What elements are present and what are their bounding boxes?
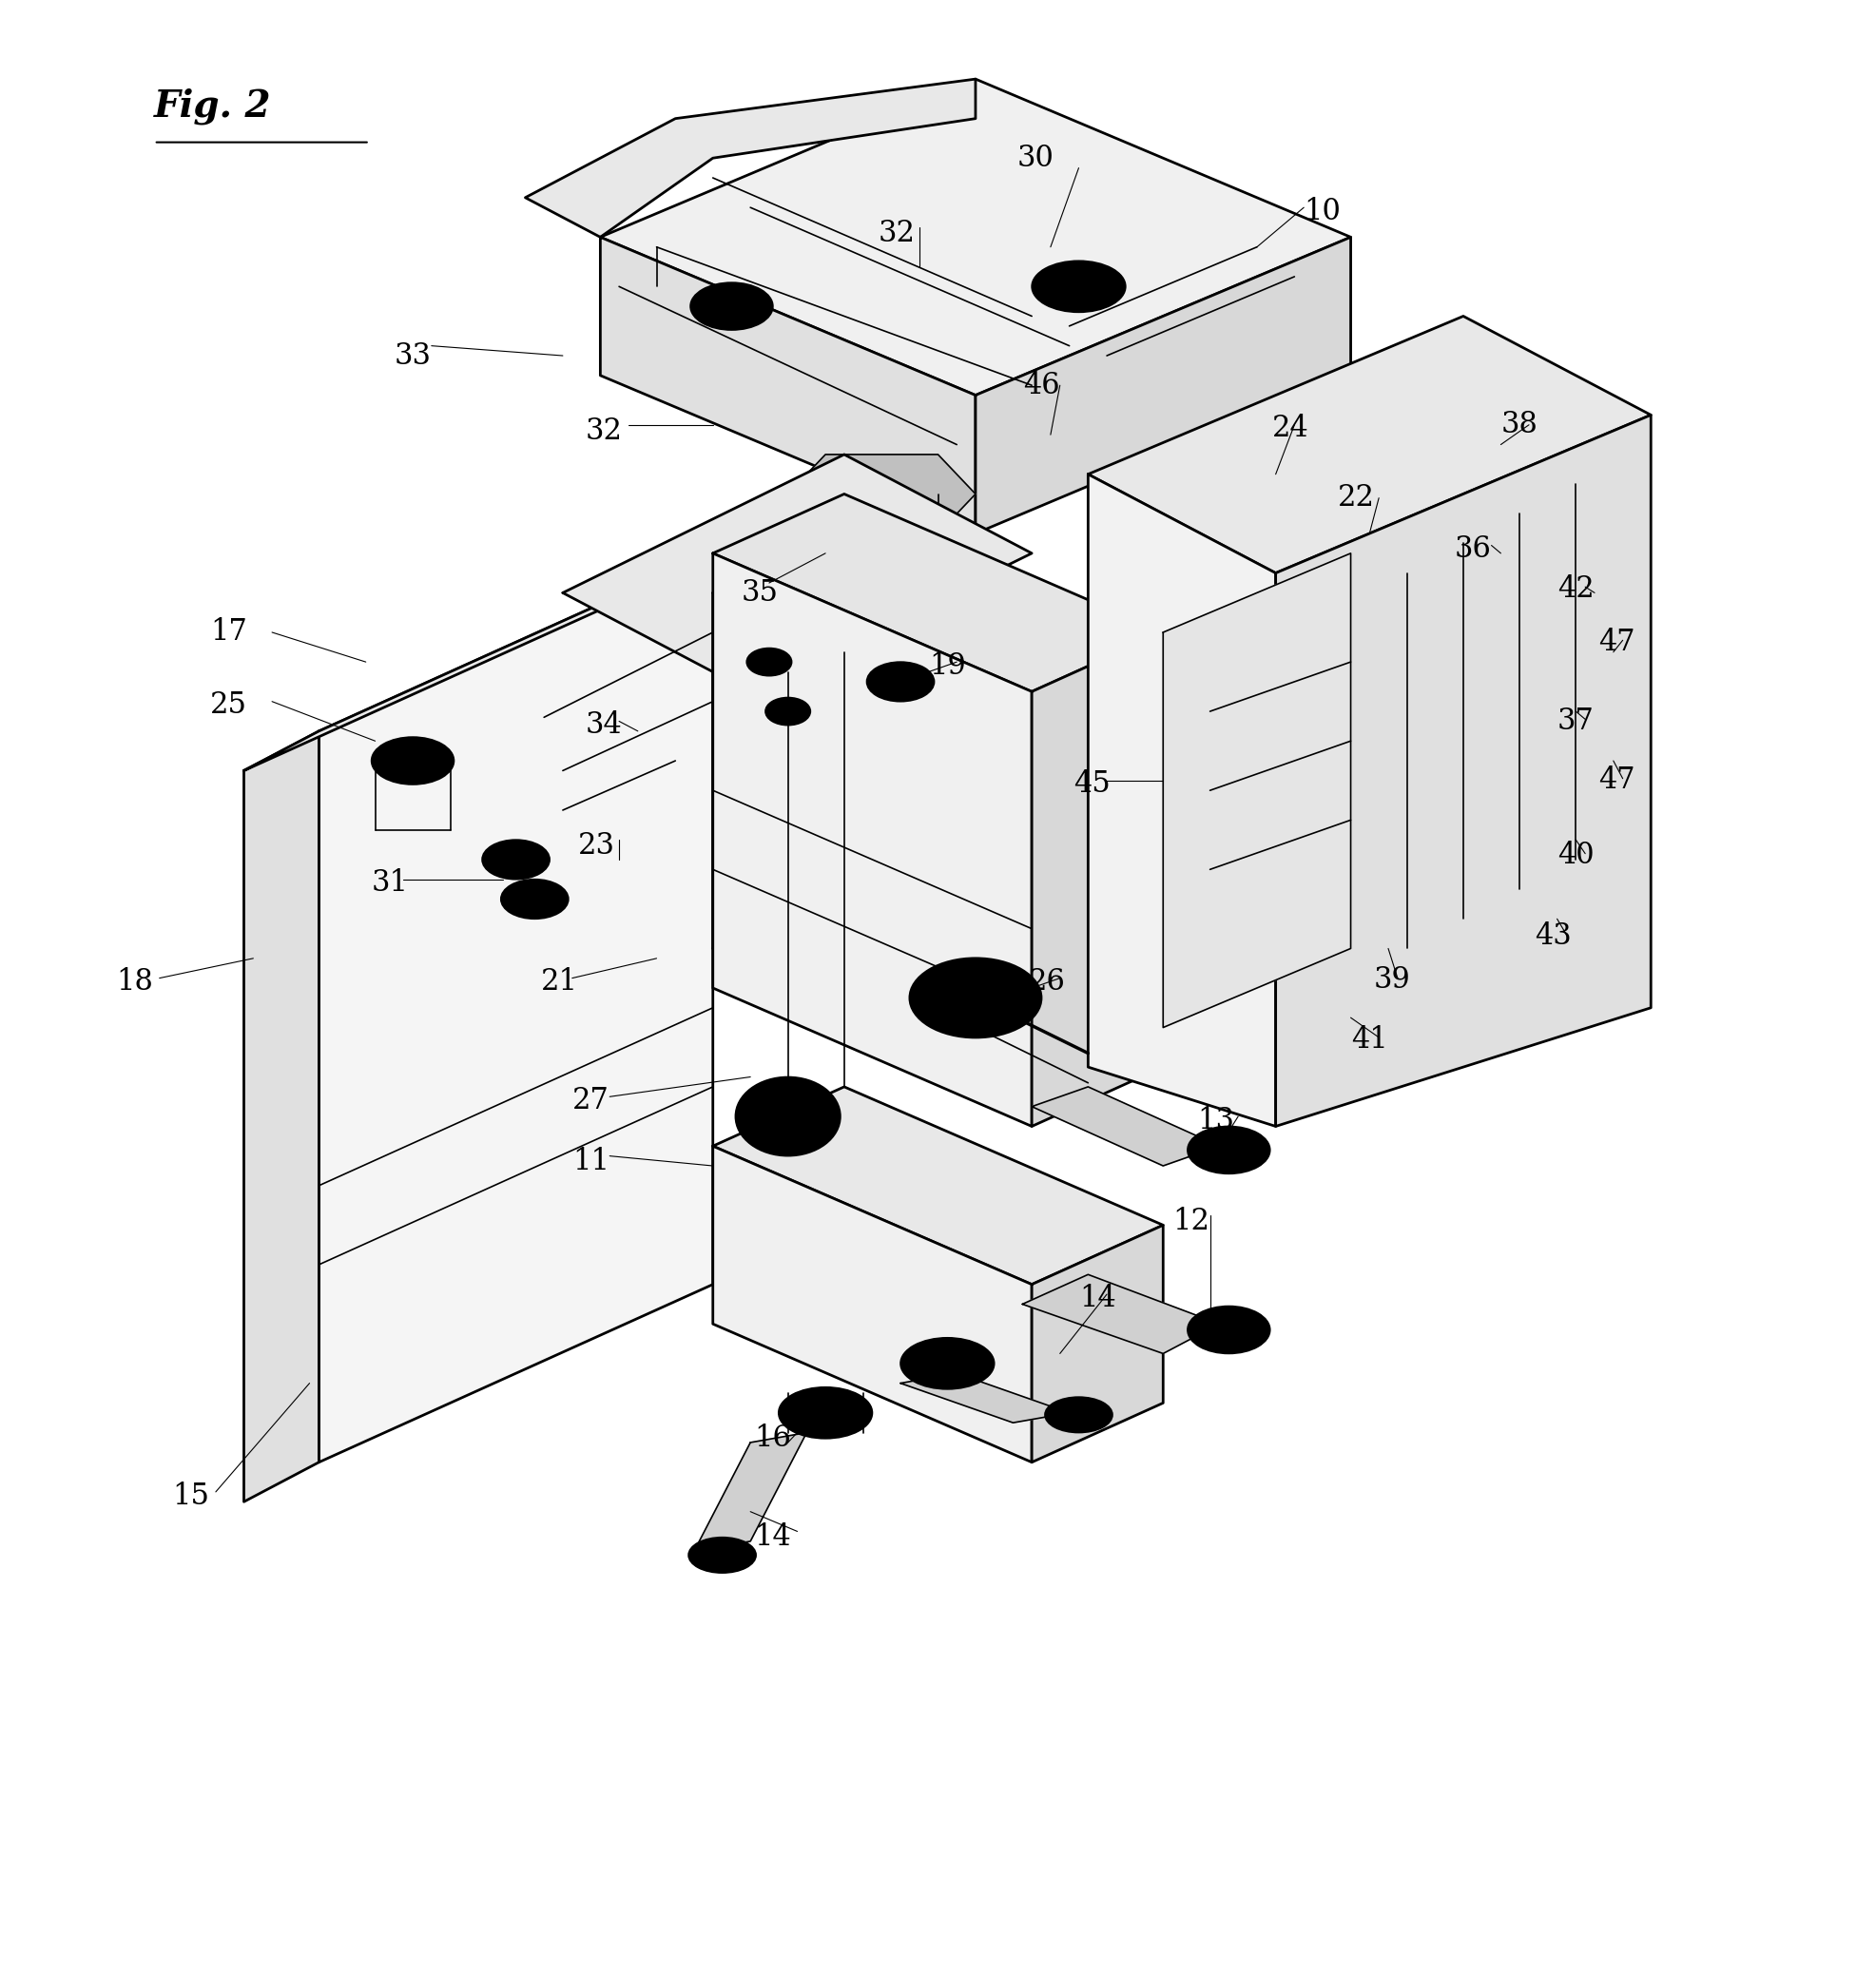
Polygon shape xyxy=(900,1373,1069,1423)
Polygon shape xyxy=(713,553,1032,1126)
Text: 14: 14 xyxy=(754,1523,792,1551)
Text: 17: 17 xyxy=(210,618,248,646)
Polygon shape xyxy=(976,237,1351,534)
Text: 14: 14 xyxy=(1079,1284,1116,1312)
Ellipse shape xyxy=(1188,1306,1270,1354)
Polygon shape xyxy=(244,731,319,1502)
Ellipse shape xyxy=(929,970,1022,1026)
Ellipse shape xyxy=(779,1387,872,1439)
Text: 43: 43 xyxy=(1535,923,1572,950)
Polygon shape xyxy=(600,237,976,534)
Polygon shape xyxy=(694,1433,807,1551)
Polygon shape xyxy=(1088,316,1651,573)
Text: 32: 32 xyxy=(585,417,623,445)
Ellipse shape xyxy=(501,879,568,919)
Text: 15: 15 xyxy=(173,1482,210,1510)
Ellipse shape xyxy=(1045,1397,1112,1433)
Text: Fig. 2: Fig. 2 xyxy=(154,89,272,124)
Text: 21: 21 xyxy=(540,968,578,996)
Polygon shape xyxy=(713,1146,1032,1462)
Polygon shape xyxy=(1088,474,1276,1126)
Polygon shape xyxy=(319,553,713,1462)
Text: 47: 47 xyxy=(1598,628,1636,656)
Ellipse shape xyxy=(867,662,934,701)
Text: 18: 18 xyxy=(116,968,154,996)
Text: 19: 19 xyxy=(929,652,966,680)
Polygon shape xyxy=(1032,1087,1219,1166)
Text: 26: 26 xyxy=(1028,968,1066,996)
Text: 25: 25 xyxy=(210,692,248,719)
Text: 23: 23 xyxy=(578,832,615,860)
Polygon shape xyxy=(713,494,1163,692)
Text: 33: 33 xyxy=(394,342,431,370)
Text: 34: 34 xyxy=(585,711,623,739)
Ellipse shape xyxy=(690,283,773,330)
Polygon shape xyxy=(1276,415,1651,1126)
Text: 37: 37 xyxy=(1557,707,1595,735)
Text: 30: 30 xyxy=(1017,144,1054,172)
Polygon shape xyxy=(1022,1275,1219,1354)
Text: 24: 24 xyxy=(1272,415,1309,443)
Ellipse shape xyxy=(900,1338,994,1389)
Text: 22: 22 xyxy=(1338,484,1375,512)
Ellipse shape xyxy=(371,737,454,784)
Polygon shape xyxy=(1163,553,1351,1028)
Text: 10: 10 xyxy=(1304,198,1341,225)
Polygon shape xyxy=(713,889,1032,1047)
Text: 27: 27 xyxy=(572,1087,610,1114)
Polygon shape xyxy=(1032,632,1163,1126)
Text: 47: 47 xyxy=(1598,767,1636,794)
Polygon shape xyxy=(563,454,1032,692)
Text: 35: 35 xyxy=(741,579,779,607)
Ellipse shape xyxy=(1188,1126,1270,1174)
Text: 11: 11 xyxy=(572,1148,610,1176)
Polygon shape xyxy=(600,79,1351,395)
Text: 42: 42 xyxy=(1557,575,1595,603)
Text: 38: 38 xyxy=(1501,411,1538,439)
Text: 45: 45 xyxy=(1073,771,1111,798)
Text: 32: 32 xyxy=(878,219,915,247)
Ellipse shape xyxy=(747,648,792,676)
Text: 46: 46 xyxy=(1022,371,1060,399)
Ellipse shape xyxy=(735,1077,840,1156)
Text: 13: 13 xyxy=(1197,1107,1234,1134)
Polygon shape xyxy=(525,79,976,237)
Polygon shape xyxy=(713,534,844,948)
Polygon shape xyxy=(713,1087,1163,1284)
Text: 31: 31 xyxy=(371,869,409,897)
Text: 16: 16 xyxy=(754,1425,792,1452)
Ellipse shape xyxy=(1045,269,1112,304)
Ellipse shape xyxy=(688,1537,756,1573)
Polygon shape xyxy=(788,454,976,534)
Text: 12: 12 xyxy=(1172,1207,1210,1235)
Ellipse shape xyxy=(482,840,550,879)
Text: 36: 36 xyxy=(1454,535,1491,563)
Ellipse shape xyxy=(765,698,810,725)
Text: 39: 39 xyxy=(1373,966,1411,994)
Text: 41: 41 xyxy=(1351,1026,1388,1053)
Text: 40: 40 xyxy=(1557,842,1595,869)
Polygon shape xyxy=(1032,1225,1163,1462)
Ellipse shape xyxy=(910,958,1041,1037)
Ellipse shape xyxy=(1032,261,1126,312)
Polygon shape xyxy=(244,553,713,771)
Ellipse shape xyxy=(704,290,760,322)
